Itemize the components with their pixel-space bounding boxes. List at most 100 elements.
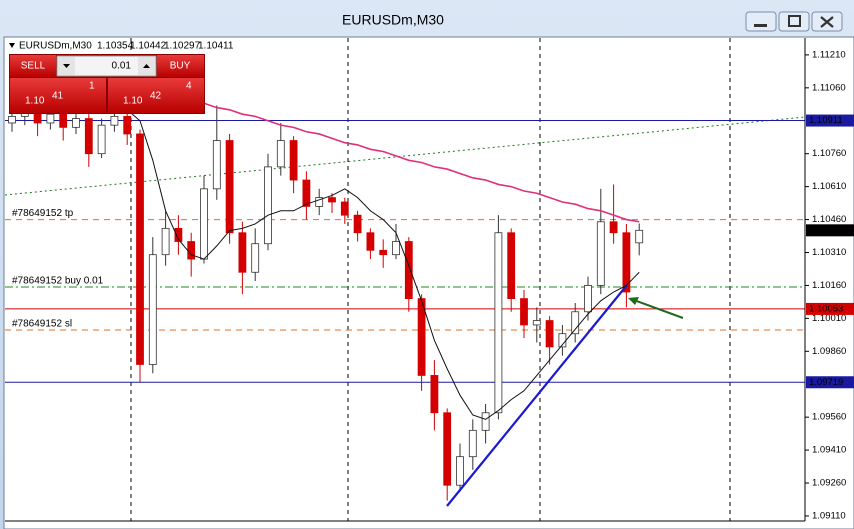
- order-label: #78649152 buy 0.01: [12, 276, 104, 287]
- y-tick-label: 1.09410: [812, 445, 846, 456]
- candle-body: [84, 118, 93, 155]
- candle-body: [148, 254, 157, 365]
- candle-body: [366, 232, 375, 251]
- buy-label: BUY: [170, 61, 191, 72]
- candle-body: [468, 429, 477, 458]
- candle-body: [571, 311, 580, 335]
- candle-body: [545, 320, 554, 348]
- candle-body: [174, 227, 183, 242]
- minimize-icon: [754, 24, 767, 27]
- buy-small: 4: [186, 81, 192, 92]
- y-tick-label: 1.09560: [812, 412, 846, 423]
- price-marker: [806, 302, 854, 315]
- candle-body: [494, 232, 503, 414]
- buy-button[interactable]: [157, 55, 204, 77]
- candle-body: [340, 201, 349, 216]
- y-tick-label: 1.10310: [812, 247, 846, 258]
- moving-average: [126, 109, 640, 420]
- y-tick-label: 1.09110: [812, 510, 846, 521]
- price-marker-label: 1.10053: [809, 303, 843, 314]
- candle-body: [289, 140, 298, 181]
- arrow-head: [628, 297, 639, 305]
- buy-big: 42: [150, 91, 162, 102]
- candle-body: [520, 298, 528, 326]
- price-marker: [806, 114, 854, 127]
- y-tick-label: 1.10760: [812, 148, 846, 159]
- up-icon: [143, 64, 150, 68]
- sell-prefix: 1.10: [25, 96, 45, 107]
- minimize-button[interactable]: [745, 11, 777, 32]
- buy-prefix: 1.10: [123, 96, 143, 107]
- window-buttons: [745, 11, 843, 32]
- candle-body: [97, 124, 106, 155]
- candle-body: [110, 115, 119, 126]
- candle-body: [200, 188, 208, 260]
- candle-body: [507, 232, 516, 300]
- trendline-dotted: [4, 116, 806, 196]
- close-icon: [820, 16, 834, 28]
- candle-body: [136, 133, 144, 365]
- y-tick-label: 1.10010: [812, 313, 846, 324]
- candle-body: [123, 115, 132, 135]
- trade-panel: SELL 0.01 BUY 1.10 41 1 1.10 42 4: [9, 54, 205, 114]
- candle-body: [481, 412, 490, 431]
- candle-body: [225, 140, 234, 234]
- order-label: #78649152 sl: [12, 319, 72, 330]
- info-high: 1.10442: [130, 41, 167, 52]
- sell-price-box[interactable]: [10, 78, 106, 113]
- candle-body: [276, 140, 285, 168]
- candle-body: [430, 375, 439, 414]
- plot: #78649152 tp #78649152 buy 0.01 #78649152 …: [4, 38, 806, 521]
- candle-body: [46, 113, 55, 124]
- sell-button[interactable]: [10, 55, 56, 77]
- info-line: EURUSDm,M30 1.10354 1.10442 1.10297 1.10…: [9, 41, 234, 52]
- candle-body: [72, 118, 80, 128]
- candle-body: [59, 113, 68, 128]
- price-marker-label: 1.09719: [809, 377, 843, 388]
- y-tick-label: 1.10460: [812, 214, 846, 225]
- candle-body: [353, 214, 362, 234]
- candle-body: [264, 166, 272, 245]
- candle-body: [443, 412, 452, 486]
- chart-area: [3, 36, 854, 529]
- candle-body: [8, 115, 16, 124]
- y-tick-label: 1.11060: [812, 82, 846, 93]
- info-icon: [9, 43, 15, 48]
- candle-body: [404, 241, 413, 300]
- info-symbol: EURUSDm,M30: [19, 41, 92, 52]
- candle-body: [238, 232, 247, 273]
- buy-price-box[interactable]: [108, 78, 204, 113]
- candle-body: [532, 320, 541, 326]
- y-tick-label: 1.09860: [812, 346, 846, 357]
- restore-icon: [788, 15, 801, 27]
- candle-body: [609, 221, 618, 234]
- sell-big: 41: [52, 91, 64, 102]
- overlay: [126, 102, 684, 507]
- info-close: 1.10411: [198, 41, 234, 52]
- order-label: #78649152 tp: [12, 208, 74, 219]
- candle-body: [302, 179, 311, 207]
- y-tick-label: 1.11210: [812, 49, 846, 60]
- down-icon: [63, 64, 70, 68]
- y-tick-label: 1.10610: [812, 181, 846, 192]
- info-low: 1.10297: [164, 41, 201, 52]
- candle-body: [584, 285, 592, 313]
- restore-button[interactable]: [778, 11, 810, 32]
- sell-small: 1: [89, 81, 95, 92]
- candle-body: [456, 456, 464, 486]
- moving-average: [203, 102, 640, 223]
- volume-value: 0.01: [112, 61, 132, 72]
- y-tick-label: 1.09260: [812, 478, 846, 489]
- price-marker: [806, 224, 854, 237]
- candle-body: [596, 221, 605, 286]
- volume-box[interactable]: [56, 55, 157, 77]
- price-marker-label: 1.10411: [809, 225, 843, 236]
- info-open: 1.10354: [97, 41, 134, 52]
- candle-body: [379, 249, 388, 256]
- candle-body: [187, 241, 196, 260]
- candle-body: [622, 232, 631, 293]
- candle-body: [315, 197, 324, 207]
- arrow-shaft: [630, 298, 684, 319]
- candle-body: [328, 197, 336, 203]
- trendline: [446, 284, 628, 507]
